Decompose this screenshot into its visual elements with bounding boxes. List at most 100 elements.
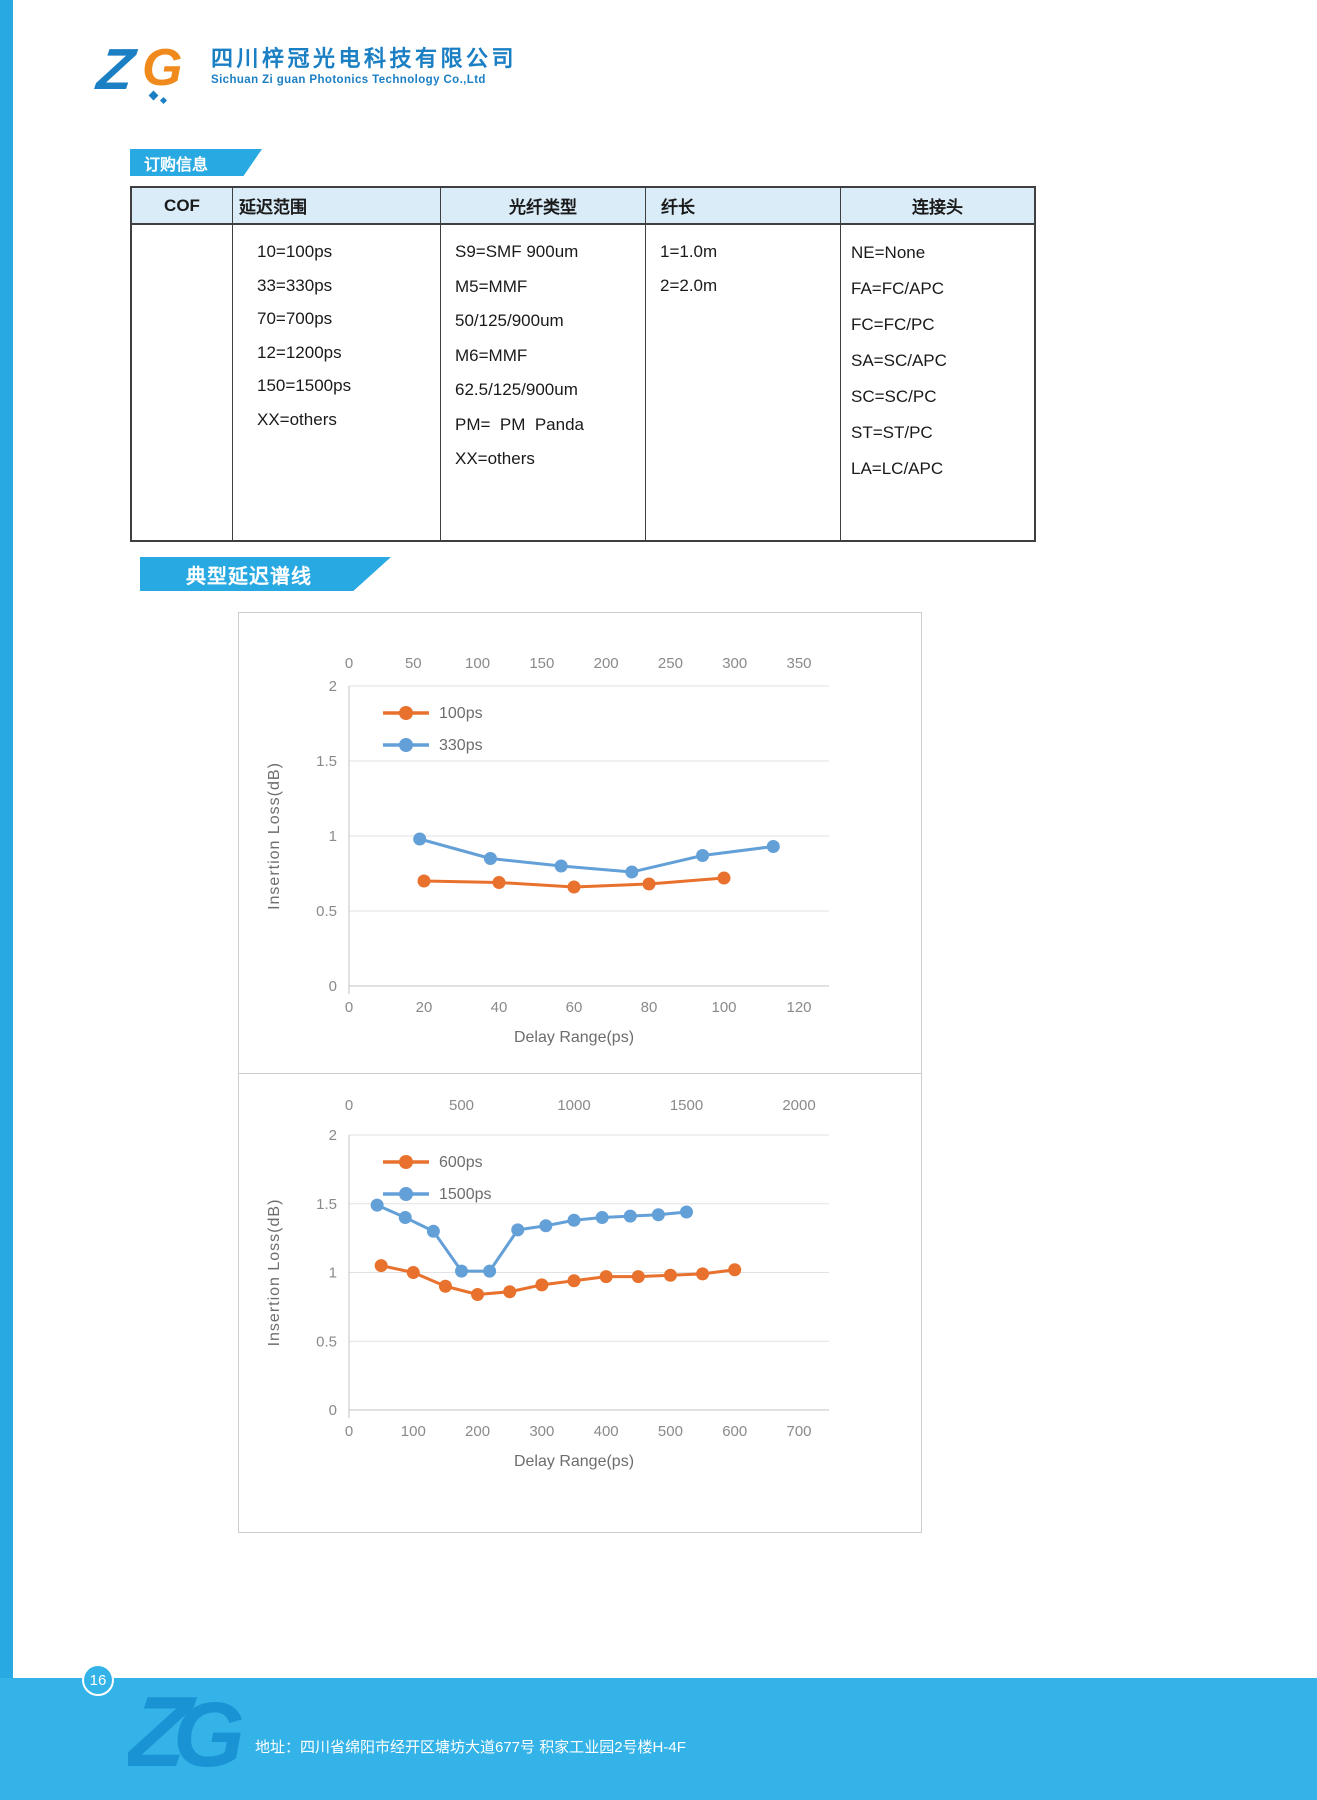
svg-text:100: 100 (465, 655, 490, 672)
svg-text:2000: 2000 (782, 1097, 815, 1114)
svg-text:0: 0 (329, 978, 337, 995)
table-cell-line: ST=ST/PC (851, 423, 933, 442)
zg-watermark-icon: ZG (128, 1680, 245, 1788)
page-edge-accent-bar (0, 0, 13, 1800)
table-cell-line: 12=1200ps (257, 342, 342, 362)
svg-text:100: 100 (401, 1423, 426, 1440)
table-col-fiber-type: S9=SMF 900um M5=MMF 50/125/900um M6=MMF 62.5… (440, 225, 645, 540)
svg-text:1: 1 (329, 828, 337, 845)
table-cell-line: 50/125/900um (455, 311, 564, 330)
svg-text:Delay Range(ps): Delay Range(ps) (514, 1453, 634, 1470)
svg-text:1500ps: 1500ps (439, 1186, 492, 1203)
svg-text:0: 0 (345, 1097, 353, 1114)
table-body-row: 10=100ps 33=330ps 70=700ps 12=1200ps 150=150… (132, 225, 1034, 540)
section-title: 典型延迟谱线 (186, 565, 312, 588)
svg-text:200: 200 (594, 655, 619, 672)
svg-text:Insertion Loss(dB): Insertion Loss(dB) (266, 762, 283, 910)
table-col-cof (132, 225, 232, 540)
svg-text:0.5: 0.5 (316, 903, 337, 920)
header-cell-fiber-type: 光纤类型 (440, 188, 645, 223)
table-cell-line: 10=100ps (257, 242, 333, 261)
svg-text:0.5: 0.5 (316, 1333, 337, 1350)
svg-text:300: 300 (529, 1423, 554, 1440)
svg-text:1.5: 1.5 (316, 1196, 337, 1213)
svg-text:120: 120 (786, 999, 811, 1016)
svg-text:40: 40 (491, 999, 508, 1016)
zg-logo-icon: Z G (94, 37, 203, 105)
svg-text:20: 20 (416, 999, 433, 1016)
header-cell-connector: 连接头 (840, 188, 1034, 223)
svg-text:1500: 1500 (670, 1097, 703, 1114)
header-cell-cof: COF (164, 195, 200, 215)
svg-text:60: 60 (566, 999, 583, 1016)
table-cell-line: XX=others (455, 449, 535, 468)
table-cell-line: M6=MMF (455, 345, 528, 365)
svg-text:1: 1 (329, 1265, 337, 1282)
page-number-badge: 16 (82, 1664, 114, 1696)
logo-sparkle-icon (159, 96, 168, 105)
svg-text:500: 500 (449, 1097, 474, 1114)
svg-text:350: 350 (786, 655, 811, 672)
ordering-table: COF 延迟范围 光纤类型 纤长 连接头 10=100ps 33=330ps 70=… (130, 186, 1036, 542)
svg-text:400: 400 (594, 1423, 619, 1440)
footer-contact-info: 地址：四川省绵阳市经开区塘坊大道677号 积家工业园2号楼H-4F 公司电话：+… (255, 1689, 908, 1800)
company-name-en: Sichuan Zi guan Photonics Technology Co.… (211, 74, 486, 86)
table-cell-line: 150=1500ps (257, 376, 352, 395)
table-cell-line: M5=MMF (455, 276, 528, 296)
company-name-block: 四川梓冠光电科技有限公司 Sichuan Zi guan Photonics T… (211, 40, 517, 88)
table-cell-line: 33=330ps (257, 275, 333, 295)
section-banner-typical-delay-spectrum: 典型延迟谱线 (140, 557, 391, 591)
svg-text:0: 0 (345, 999, 353, 1016)
svg-text:150: 150 (529, 655, 554, 672)
table-cell-line: 70=700ps (257, 309, 333, 328)
table-cell-line: FC=FC/PC (851, 315, 935, 334)
table-col-connector: NE=None FA=FC/APC FC=FC/PC SA=SC/APC SC=SC/P… (840, 225, 1034, 540)
table-cell-line: FA=FC/APC (851, 279, 945, 298)
svg-text:100: 100 (711, 999, 736, 1016)
insertion-loss-chart-100-330ps: 0 0.5 1 1.5 2 0 50 100 150 200 250 300 350 0 20 40 60 80 1… (238, 612, 922, 1076)
svg-text:0: 0 (345, 1423, 353, 1440)
header-cell-fiber-length: 纤长 (645, 188, 840, 223)
table-col-fiber-length: 1=1.0m 2=2.0m (645, 225, 840, 540)
company-logo: Z G 四川梓冠光电科技有限公司 Sichuan Zi guan Photoni… (94, 37, 517, 105)
svg-text:2: 2 (329, 678, 337, 695)
svg-text:700: 700 (786, 1423, 811, 1440)
header-cell-delay-range: 延迟范围 (232, 188, 440, 223)
logo-letter-g: G (142, 39, 183, 97)
table-cell-line: S9=SMF 900um (455, 242, 579, 261)
table-cell-line: XX=others (257, 409, 337, 429)
svg-text:500: 500 (658, 1423, 683, 1440)
svg-text:100ps: 100ps (439, 705, 483, 722)
footer-address-line: 地址：四川省绵阳市经开区塘坊大道677号 积家工业园2号楼H-4F (255, 1739, 686, 1756)
svg-text:Delay Range(ps): Delay Range(ps) (514, 1029, 634, 1046)
table-header-row: COF 延迟范围 光纤类型 纤长 连接头 (132, 188, 1034, 225)
table-cell-line: PM= PM Panda (455, 414, 584, 434)
insertion-loss-chart-600-1500ps: 0 0.5 1 1.5 2 0 500 1000 1500 2000 0 100 200 300 400 50… (238, 1073, 922, 1533)
svg-text:600ps: 600ps (439, 1154, 483, 1171)
svg-text:0: 0 (345, 655, 353, 672)
svg-text:Insertion Loss(dB): Insertion Loss(dB) (266, 1199, 283, 1347)
table-cell-line: SA=SC/APC (851, 351, 947, 370)
svg-text:300: 300 (722, 655, 747, 672)
svg-text:200: 200 (465, 1423, 490, 1440)
table-cell-line: SC=SC/PC (851, 387, 937, 406)
svg-text:330ps: 330ps (439, 737, 483, 754)
table-cell-line: 2=2.0m (660, 275, 718, 295)
table-cell-line: 62.5/125/900um (455, 380, 578, 399)
page-footer: 16 ZG 地址：四川省绵阳市经开区塘坊大道677号 积家工业园2号楼H-4F … (0, 1664, 1317, 1800)
svg-text:1000: 1000 (557, 1097, 590, 1114)
svg-text:80: 80 (641, 999, 658, 1016)
section-title: 订购信息 (144, 156, 209, 174)
table-cell-line: 1=1.0m (660, 242, 718, 261)
company-name-cn: 四川梓冠光电科技有限公司 (211, 46, 518, 71)
svg-text:2: 2 (329, 1127, 337, 1144)
svg-text:0: 0 (329, 1402, 337, 1419)
logo-letter-z: Z (93, 37, 139, 102)
svg-text:50: 50 (405, 655, 422, 672)
table-cell-line: NE=None (851, 243, 926, 262)
table-cell-line: LA=LC/APC (851, 459, 944, 478)
table-col-delay-range: 10=100ps 33=330ps 70=700ps 12=1200ps 150=150… (232, 225, 440, 540)
